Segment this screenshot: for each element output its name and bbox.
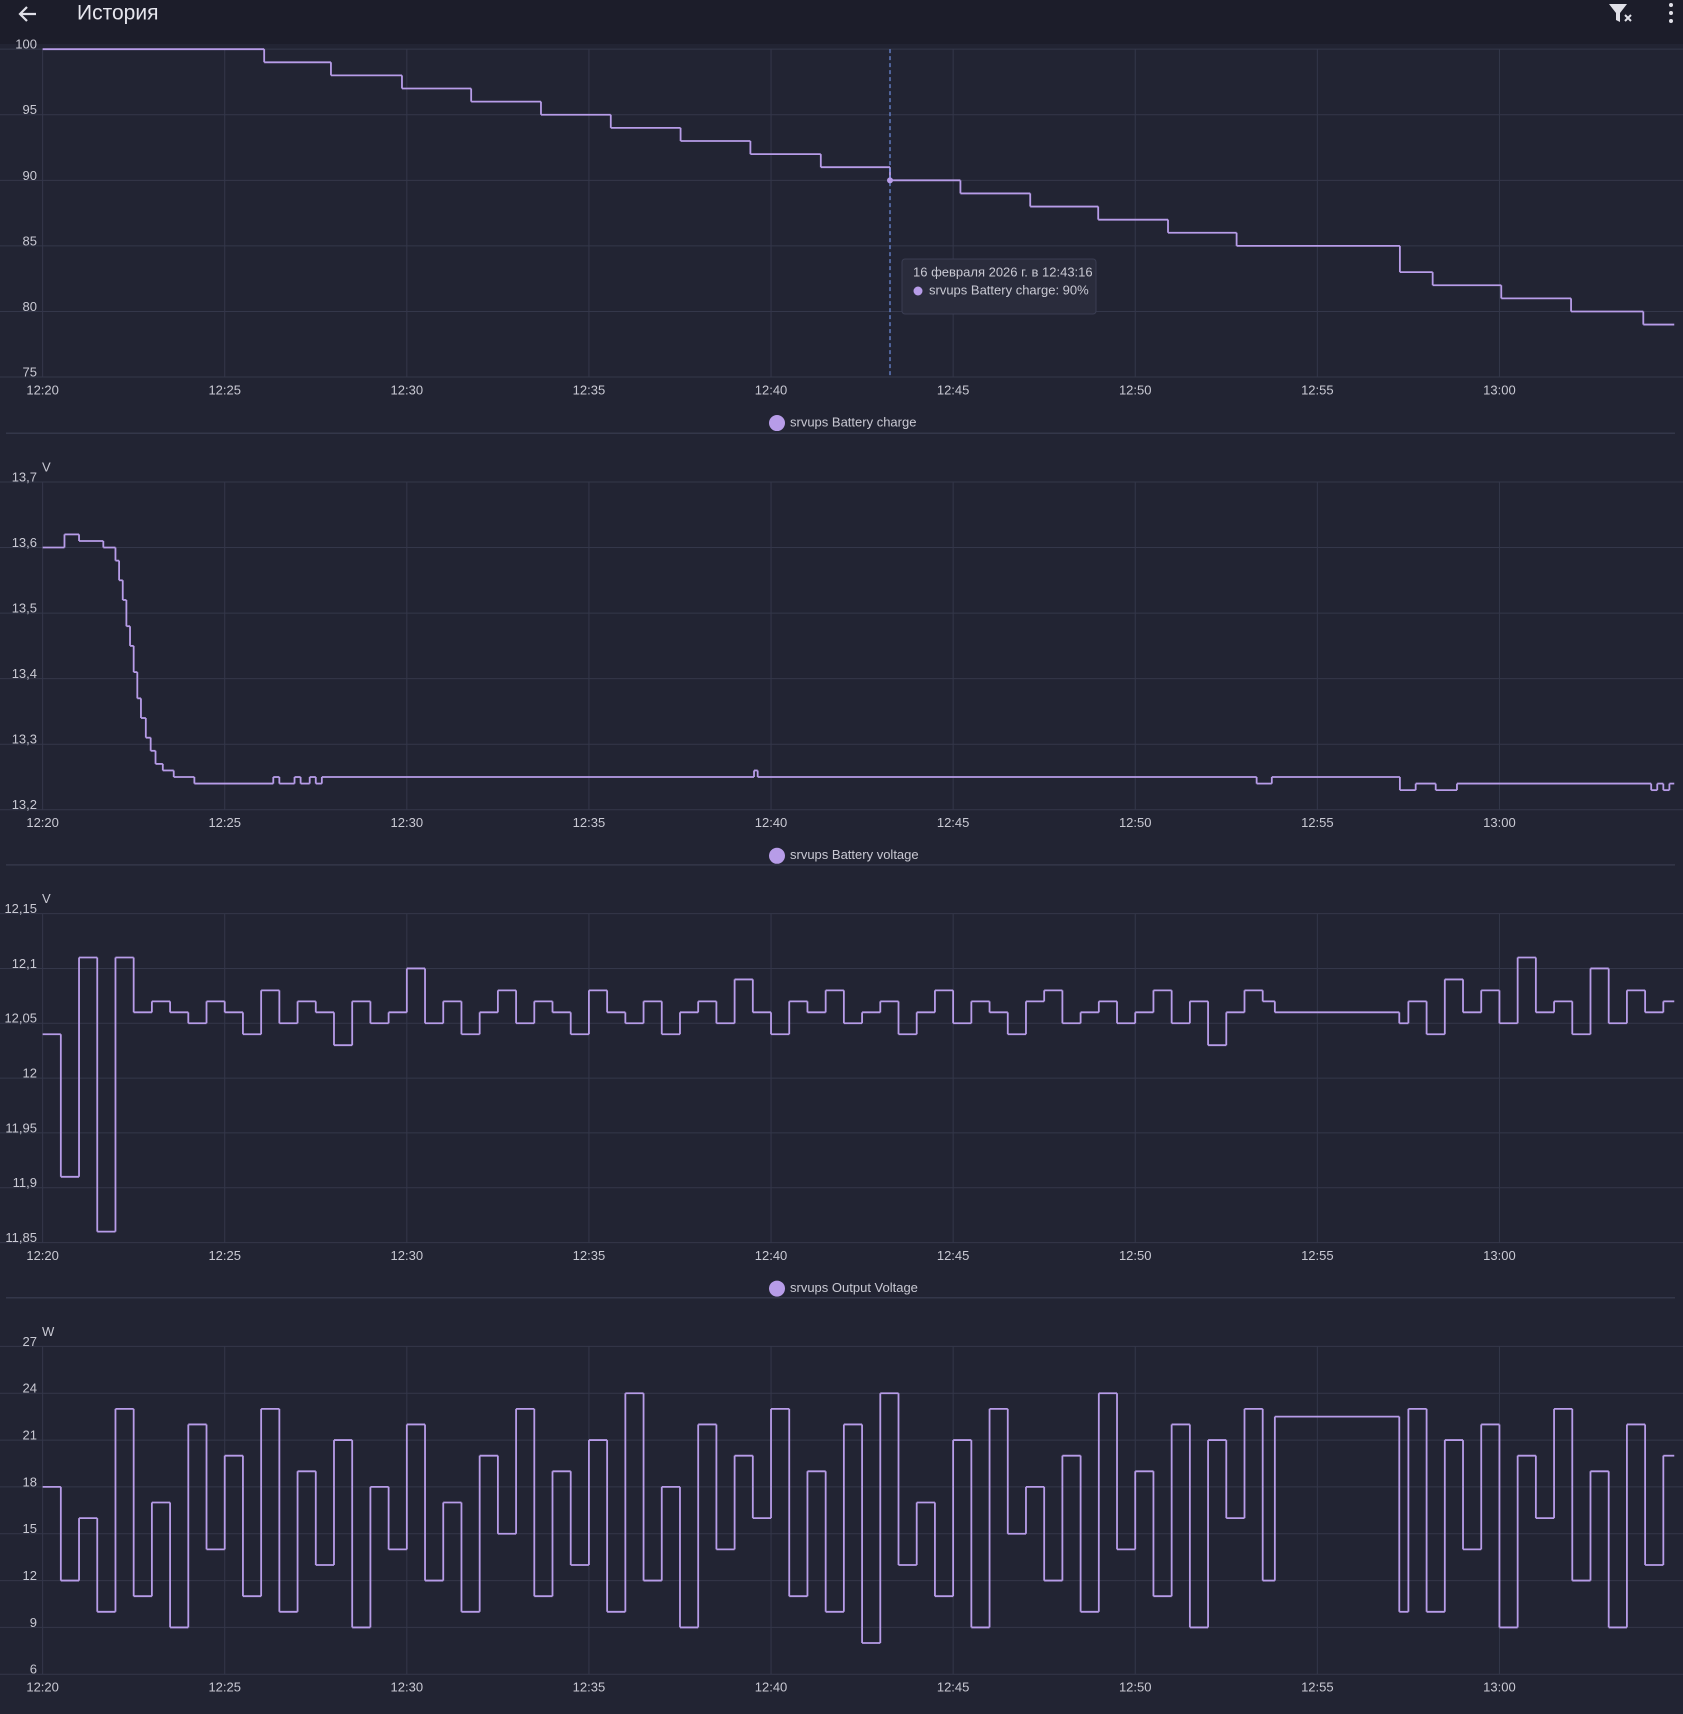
y-tick-label: 13,3 (12, 732, 37, 747)
y-tick-label: 80 (23, 299, 37, 314)
x-tick-label: 12:30 (391, 1680, 424, 1695)
x-tick-label: 12:45 (937, 382, 970, 397)
legend-label: srvups Battery charge (790, 414, 916, 429)
x-tick-label: 12:40 (755, 1680, 788, 1695)
menu-button[interactable] (1669, 3, 1673, 23)
step-riser (59, 1393, 1665, 1644)
x-tick-label: 12:30 (391, 382, 424, 397)
y-tick-label: 12 (23, 1066, 37, 1081)
x-tick-label: 12:40 (755, 382, 788, 397)
step-riser (63, 534, 1671, 791)
x-tick-label: 12:20 (26, 815, 59, 830)
unit-label: V (42, 459, 51, 474)
legend-label: srvups Output Voltage (790, 1280, 918, 1295)
y-tick-label: 13,2 (12, 797, 37, 812)
unit-label: W (42, 1324, 55, 1339)
y-tick-label: 15 (23, 1521, 37, 1536)
tooltip-swatch (913, 286, 923, 296)
y-tick-label: 12,15 (4, 901, 37, 916)
y-tick-label: 13,4 (12, 666, 37, 681)
legend-swatch (769, 847, 785, 864)
x-tick-label: 12:35 (573, 1680, 606, 1695)
x-tick-label: 12:40 (755, 815, 788, 830)
y-tick-label: 6 (30, 1662, 37, 1677)
x-tick-label: 12:35 (573, 382, 606, 397)
x-tick-label: 12:25 (208, 1248, 241, 1263)
y-tick-label: 27 (23, 1334, 37, 1349)
tooltip-date: 16 февраля 2026 г. в 12:43:16 (913, 264, 1093, 279)
x-tick-label: 12:30 (391, 815, 424, 830)
x-tick-label: 12:45 (937, 815, 970, 830)
tooltip-box (901, 258, 1097, 315)
unit-label: V (42, 891, 51, 906)
y-tick-label: 100 (15, 37, 37, 52)
y-tick-label: 12 (23, 1568, 37, 1583)
x-tick-label: 12:20 (26, 1248, 59, 1263)
y-tick-label: 13,6 (12, 535, 37, 550)
hover-point (887, 177, 894, 184)
x-tick-label: 12:55 (1301, 815, 1334, 830)
x-tick-label: 12:50 (1119, 1248, 1152, 1263)
x-tick-label: 12:55 (1301, 382, 1334, 397)
y-tick-label: 11,9 (13, 1175, 37, 1190)
x-tick-label: 12:35 (573, 1248, 606, 1263)
back-button[interactable] (18, 6, 36, 22)
page-title: История (77, 2, 158, 25)
y-tick-label: 12,1 (12, 956, 37, 971)
x-tick-label: 12:40 (755, 1248, 788, 1263)
y-tick-label: 11,95 (5, 1120, 37, 1135)
top-bar (0, 0, 1683, 44)
x-tick-label: 13:00 (1483, 815, 1516, 830)
x-tick-label: 12:55 (1301, 1248, 1334, 1263)
x-tick-label: 12:20 (26, 382, 59, 397)
x-tick-label: 12:50 (1119, 1680, 1152, 1695)
y-tick-label: 90 (23, 168, 37, 183)
y-tick-label: 12,05 (4, 1011, 37, 1026)
x-tick-label: 13:00 (1483, 1680, 1516, 1695)
y-tick-label: 18 (23, 1474, 37, 1489)
x-tick-label: 13:00 (1483, 382, 1516, 397)
y-tick-label: 13,5 (12, 601, 37, 616)
y-tick-label: 85 (23, 233, 37, 248)
y-tick-label: 13,7 (12, 469, 37, 484)
y-tick-label: 75 (23, 364, 37, 379)
filter-clear-button[interactable] (1609, 4, 1632, 22)
step-riser (59, 957, 1665, 1232)
x-tick-label: 12:25 (208, 815, 241, 830)
x-tick-label: 12:50 (1119, 382, 1152, 397)
y-tick-label: 21 (23, 1428, 37, 1443)
x-tick-label: 12:20 (26, 1680, 59, 1695)
legend-swatch (769, 1280, 785, 1297)
x-tick-label: 12:55 (1301, 1680, 1334, 1695)
y-tick-label: 24 (23, 1381, 37, 1396)
x-tick-label: 12:25 (208, 382, 241, 397)
y-tick-label: 95 (23, 102, 37, 117)
step-riser (263, 49, 1645, 325)
x-tick-label: 12:45 (937, 1680, 970, 1695)
legend-swatch (769, 415, 785, 432)
legend-label: srvups Battery voltage (790, 847, 919, 862)
x-tick-label: 12:30 (391, 1248, 424, 1263)
x-tick-label: 12:25 (208, 1680, 241, 1695)
tooltip-text: srvups Battery charge: 90% (929, 282, 1089, 297)
x-tick-label: 13:00 (1483, 1248, 1516, 1263)
y-tick-label: 9 (30, 1615, 37, 1630)
x-tick-label: 12:45 (937, 1248, 970, 1263)
x-tick-label: 12:35 (573, 815, 606, 830)
y-tick-label: 11,85 (5, 1230, 37, 1245)
x-tick-label: 12:50 (1119, 815, 1152, 830)
